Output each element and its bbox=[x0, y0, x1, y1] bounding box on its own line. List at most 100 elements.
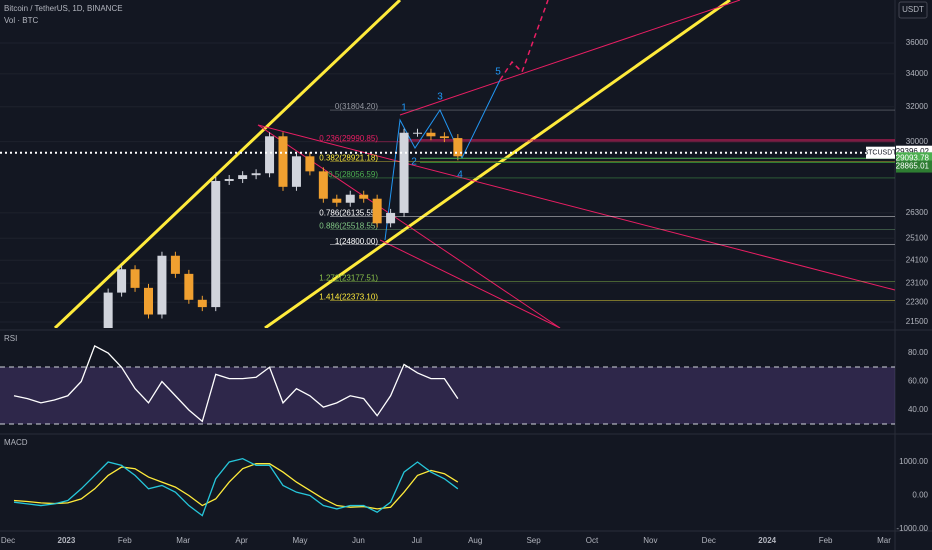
macd-line bbox=[13, 457, 459, 517]
candle bbox=[359, 194, 369, 199]
candle bbox=[170, 255, 180, 274]
channel-line bbox=[53, 0, 402, 328]
level-tag-text: 28865.01 bbox=[896, 162, 930, 171]
fib-label: 0.786(26135.55) bbox=[319, 208, 378, 217]
macd-tick-label: 1000.00 bbox=[899, 457, 928, 466]
time-label: Nov bbox=[643, 536, 657, 545]
fib-label: 0.236(29990.85) bbox=[319, 134, 378, 143]
trend-line bbox=[379, 239, 561, 328]
candle bbox=[211, 180, 221, 308]
price-tick-label: 21500 bbox=[906, 317, 929, 326]
price-tick-label: 34000 bbox=[906, 69, 929, 78]
price-pane: 0(31804.20) 0.236(29990.85) 0.382(28921.18… bbox=[0, 0, 895, 328]
axes: 3600034000320003000026300251002410023100… bbox=[1, 38, 929, 545]
fib-label: 0.886(25518.55) bbox=[319, 221, 378, 230]
price-tick-label: 23100 bbox=[906, 278, 929, 287]
wave-label: 2 bbox=[411, 157, 417, 168]
fib-label: 1.272(23177.51) bbox=[319, 273, 378, 282]
fib-label: 1(24800.00) bbox=[335, 237, 378, 246]
trend-line bbox=[399, 0, 741, 116]
currency-button[interactable] bbox=[898, 1, 928, 19]
candle bbox=[305, 156, 315, 172]
symbol-title: Bitcoin / TetherUS, 1D, BINANCE bbox=[4, 4, 123, 13]
rsi-tick-label: 80.00 bbox=[908, 348, 929, 357]
symbol-tag bbox=[866, 146, 895, 159]
candle bbox=[184, 273, 194, 300]
candle bbox=[372, 198, 382, 224]
candle bbox=[345, 194, 355, 203]
symbol-tag-text: BTCUSDT bbox=[863, 150, 897, 157]
fib-label: 0.5(28056.59) bbox=[328, 170, 378, 179]
candle bbox=[386, 212, 396, 224]
currency[interactable]: USDT bbox=[902, 5, 924, 14]
candle bbox=[453, 138, 463, 157]
time-label: Jun bbox=[352, 536, 365, 545]
candle bbox=[291, 156, 301, 187]
time-label: Feb bbox=[819, 536, 833, 545]
candle bbox=[157, 255, 167, 315]
time-label: Dec bbox=[1, 536, 15, 545]
candle bbox=[278, 136, 288, 187]
wave-label: 5 bbox=[495, 67, 501, 78]
projection bbox=[499, 0, 549, 81]
price-tick-label: 36000 bbox=[906, 38, 929, 47]
macd-tick-label: 0.00 bbox=[912, 491, 928, 500]
wave-label: 4 bbox=[457, 170, 463, 181]
candle bbox=[426, 132, 436, 137]
macd-tick-label: -1000.00 bbox=[896, 524, 928, 533]
time-label: Apr bbox=[235, 536, 248, 545]
time-label: Aug bbox=[468, 536, 482, 545]
time-label: Dec bbox=[702, 536, 716, 545]
rsi-title: RSI bbox=[4, 334, 17, 343]
candle bbox=[413, 132, 422, 134]
wave-label: 1 bbox=[401, 103, 407, 114]
price-tick-label: 32000 bbox=[906, 102, 929, 111]
candle bbox=[117, 269, 127, 293]
price-tick-label: 24100 bbox=[906, 255, 929, 264]
price-tag-text: 29396.02 bbox=[896, 147, 930, 156]
channel-line bbox=[264, 0, 731, 328]
time-label: Feb bbox=[118, 536, 132, 545]
candle bbox=[144, 287, 153, 315]
candle bbox=[332, 198, 342, 203]
macd-pane bbox=[13, 457, 459, 517]
candle bbox=[265, 136, 275, 174]
price-tick-label: 26300 bbox=[906, 208, 929, 217]
price-tick-label: 25100 bbox=[906, 233, 929, 242]
trend-line bbox=[257, 124, 895, 291]
candle bbox=[197, 299, 207, 308]
candle bbox=[318, 171, 328, 199]
fib-label: 0.382(28921.18) bbox=[319, 154, 378, 163]
level-tag bbox=[896, 160, 932, 173]
rsi-pane bbox=[0, 344, 895, 425]
signal-line bbox=[13, 463, 459, 510]
candle bbox=[224, 179, 234, 181]
wave-label: 3 bbox=[437, 92, 443, 103]
rsi-band bbox=[0, 367, 895, 424]
time-label: Oct bbox=[586, 536, 599, 545]
time-label: Mar bbox=[877, 536, 891, 545]
rsi-tick-label: 40.00 bbox=[908, 405, 929, 414]
price-tick-label: 30000 bbox=[906, 137, 929, 146]
macd-title: MACD bbox=[4, 438, 28, 447]
time-label: 2023 bbox=[58, 536, 76, 545]
time-label: Mar bbox=[176, 536, 190, 545]
candle bbox=[251, 173, 261, 176]
candle bbox=[238, 175, 248, 180]
time-label: 2024 bbox=[758, 536, 776, 545]
volume-title: Vol · BTC bbox=[4, 16, 38, 25]
time-label: Sep bbox=[526, 536, 541, 545]
candle bbox=[439, 136, 449, 139]
time-label: May bbox=[292, 536, 307, 545]
wave-path bbox=[384, 79, 501, 241]
candle bbox=[130, 269, 140, 288]
fib-label: 0(31804.20) bbox=[335, 102, 378, 111]
rsi-line bbox=[13, 344, 459, 423]
candle bbox=[399, 132, 409, 213]
rsi-tick-label: 60.00 bbox=[908, 377, 929, 386]
candle bbox=[103, 292, 113, 328]
time-label: Jul bbox=[412, 536, 422, 545]
price-tick-label: 22300 bbox=[906, 297, 929, 306]
